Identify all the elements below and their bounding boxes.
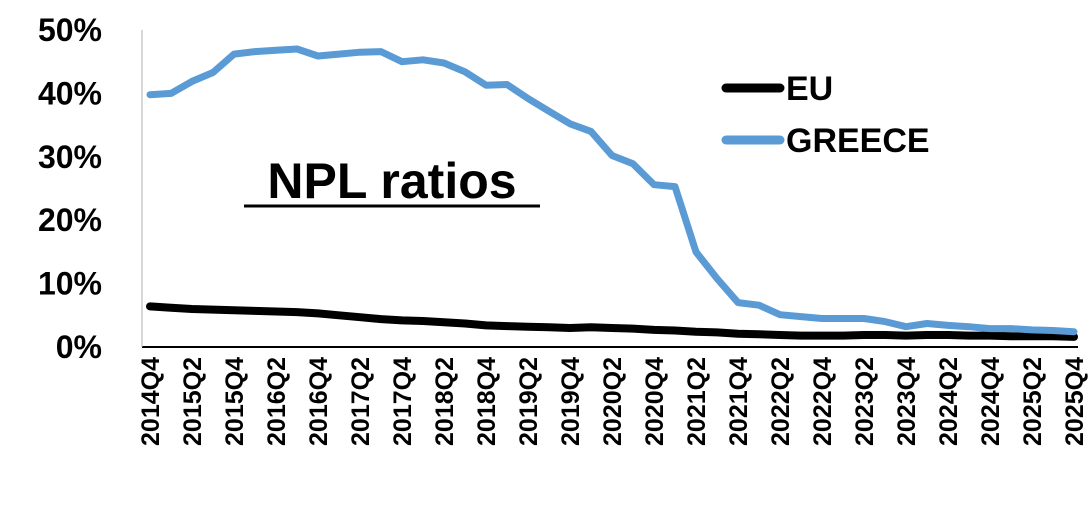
series-lines bbox=[146, 45, 1078, 341]
x-tick-label: 2025Q2 bbox=[1019, 357, 1047, 446]
series-line-eu bbox=[146, 302, 1078, 341]
x-tick-label: 2019Q2 bbox=[515, 357, 543, 446]
legend-label-greece: GREECE bbox=[786, 122, 930, 160]
x-tick-label: 2025Q4 bbox=[1061, 357, 1089, 446]
x-tick-label: 2022Q4 bbox=[809, 357, 837, 446]
x-tick-label: 2018Q2 bbox=[431, 357, 459, 446]
x-tick-label: 2021Q4 bbox=[725, 357, 753, 446]
x-tick-label: 2017Q2 bbox=[347, 357, 375, 446]
legend: EU GREECE bbox=[721, 70, 930, 160]
y-axis-ticks: 0% 10% 20% 30% 40% 50% bbox=[38, 12, 102, 365]
y-tick-label: 0% bbox=[56, 329, 102, 365]
x-tick-label: 2023Q2 bbox=[851, 357, 879, 446]
x-tick-label: 2015Q4 bbox=[221, 357, 249, 446]
x-tick-label: 2020Q4 bbox=[641, 357, 669, 446]
y-tick-label: 50% bbox=[38, 12, 102, 48]
x-tick-label: 2017Q4 bbox=[389, 357, 417, 446]
x-tick-label: 2022Q2 bbox=[767, 357, 795, 446]
x-tick-label: 2024Q4 bbox=[977, 357, 1005, 446]
y-tick-label: 10% bbox=[38, 266, 102, 302]
series-line-greece bbox=[146, 45, 1078, 336]
y-tick-label: 40% bbox=[38, 75, 102, 111]
x-tick-label: 2016Q2 bbox=[263, 357, 291, 446]
x-tick-label: 2016Q4 bbox=[305, 357, 333, 446]
x-tick-label: 2023Q4 bbox=[893, 357, 921, 446]
y-tick-label: 30% bbox=[38, 139, 102, 175]
legend-label-eu: EU bbox=[786, 70, 833, 108]
x-tick-label: 2014Q4 bbox=[137, 357, 165, 446]
chart-title: NPL ratios bbox=[267, 153, 516, 209]
x-axis-ticks: 2014Q4 2015Q2 2015Q4 2016Q2 2016Q4 2017Q2 2017… bbox=[137, 357, 1089, 446]
x-tick-label: 2021Q2 bbox=[683, 357, 711, 446]
x-tick-label: 2015Q2 bbox=[179, 357, 207, 446]
x-tick-label: 2024Q2 bbox=[935, 357, 963, 446]
x-tick-label: 2019Q4 bbox=[557, 357, 585, 446]
y-tick-label: 20% bbox=[38, 202, 102, 238]
x-tick-label: 2020Q2 bbox=[599, 357, 627, 446]
x-tick-label: 2018Q4 bbox=[473, 357, 501, 446]
